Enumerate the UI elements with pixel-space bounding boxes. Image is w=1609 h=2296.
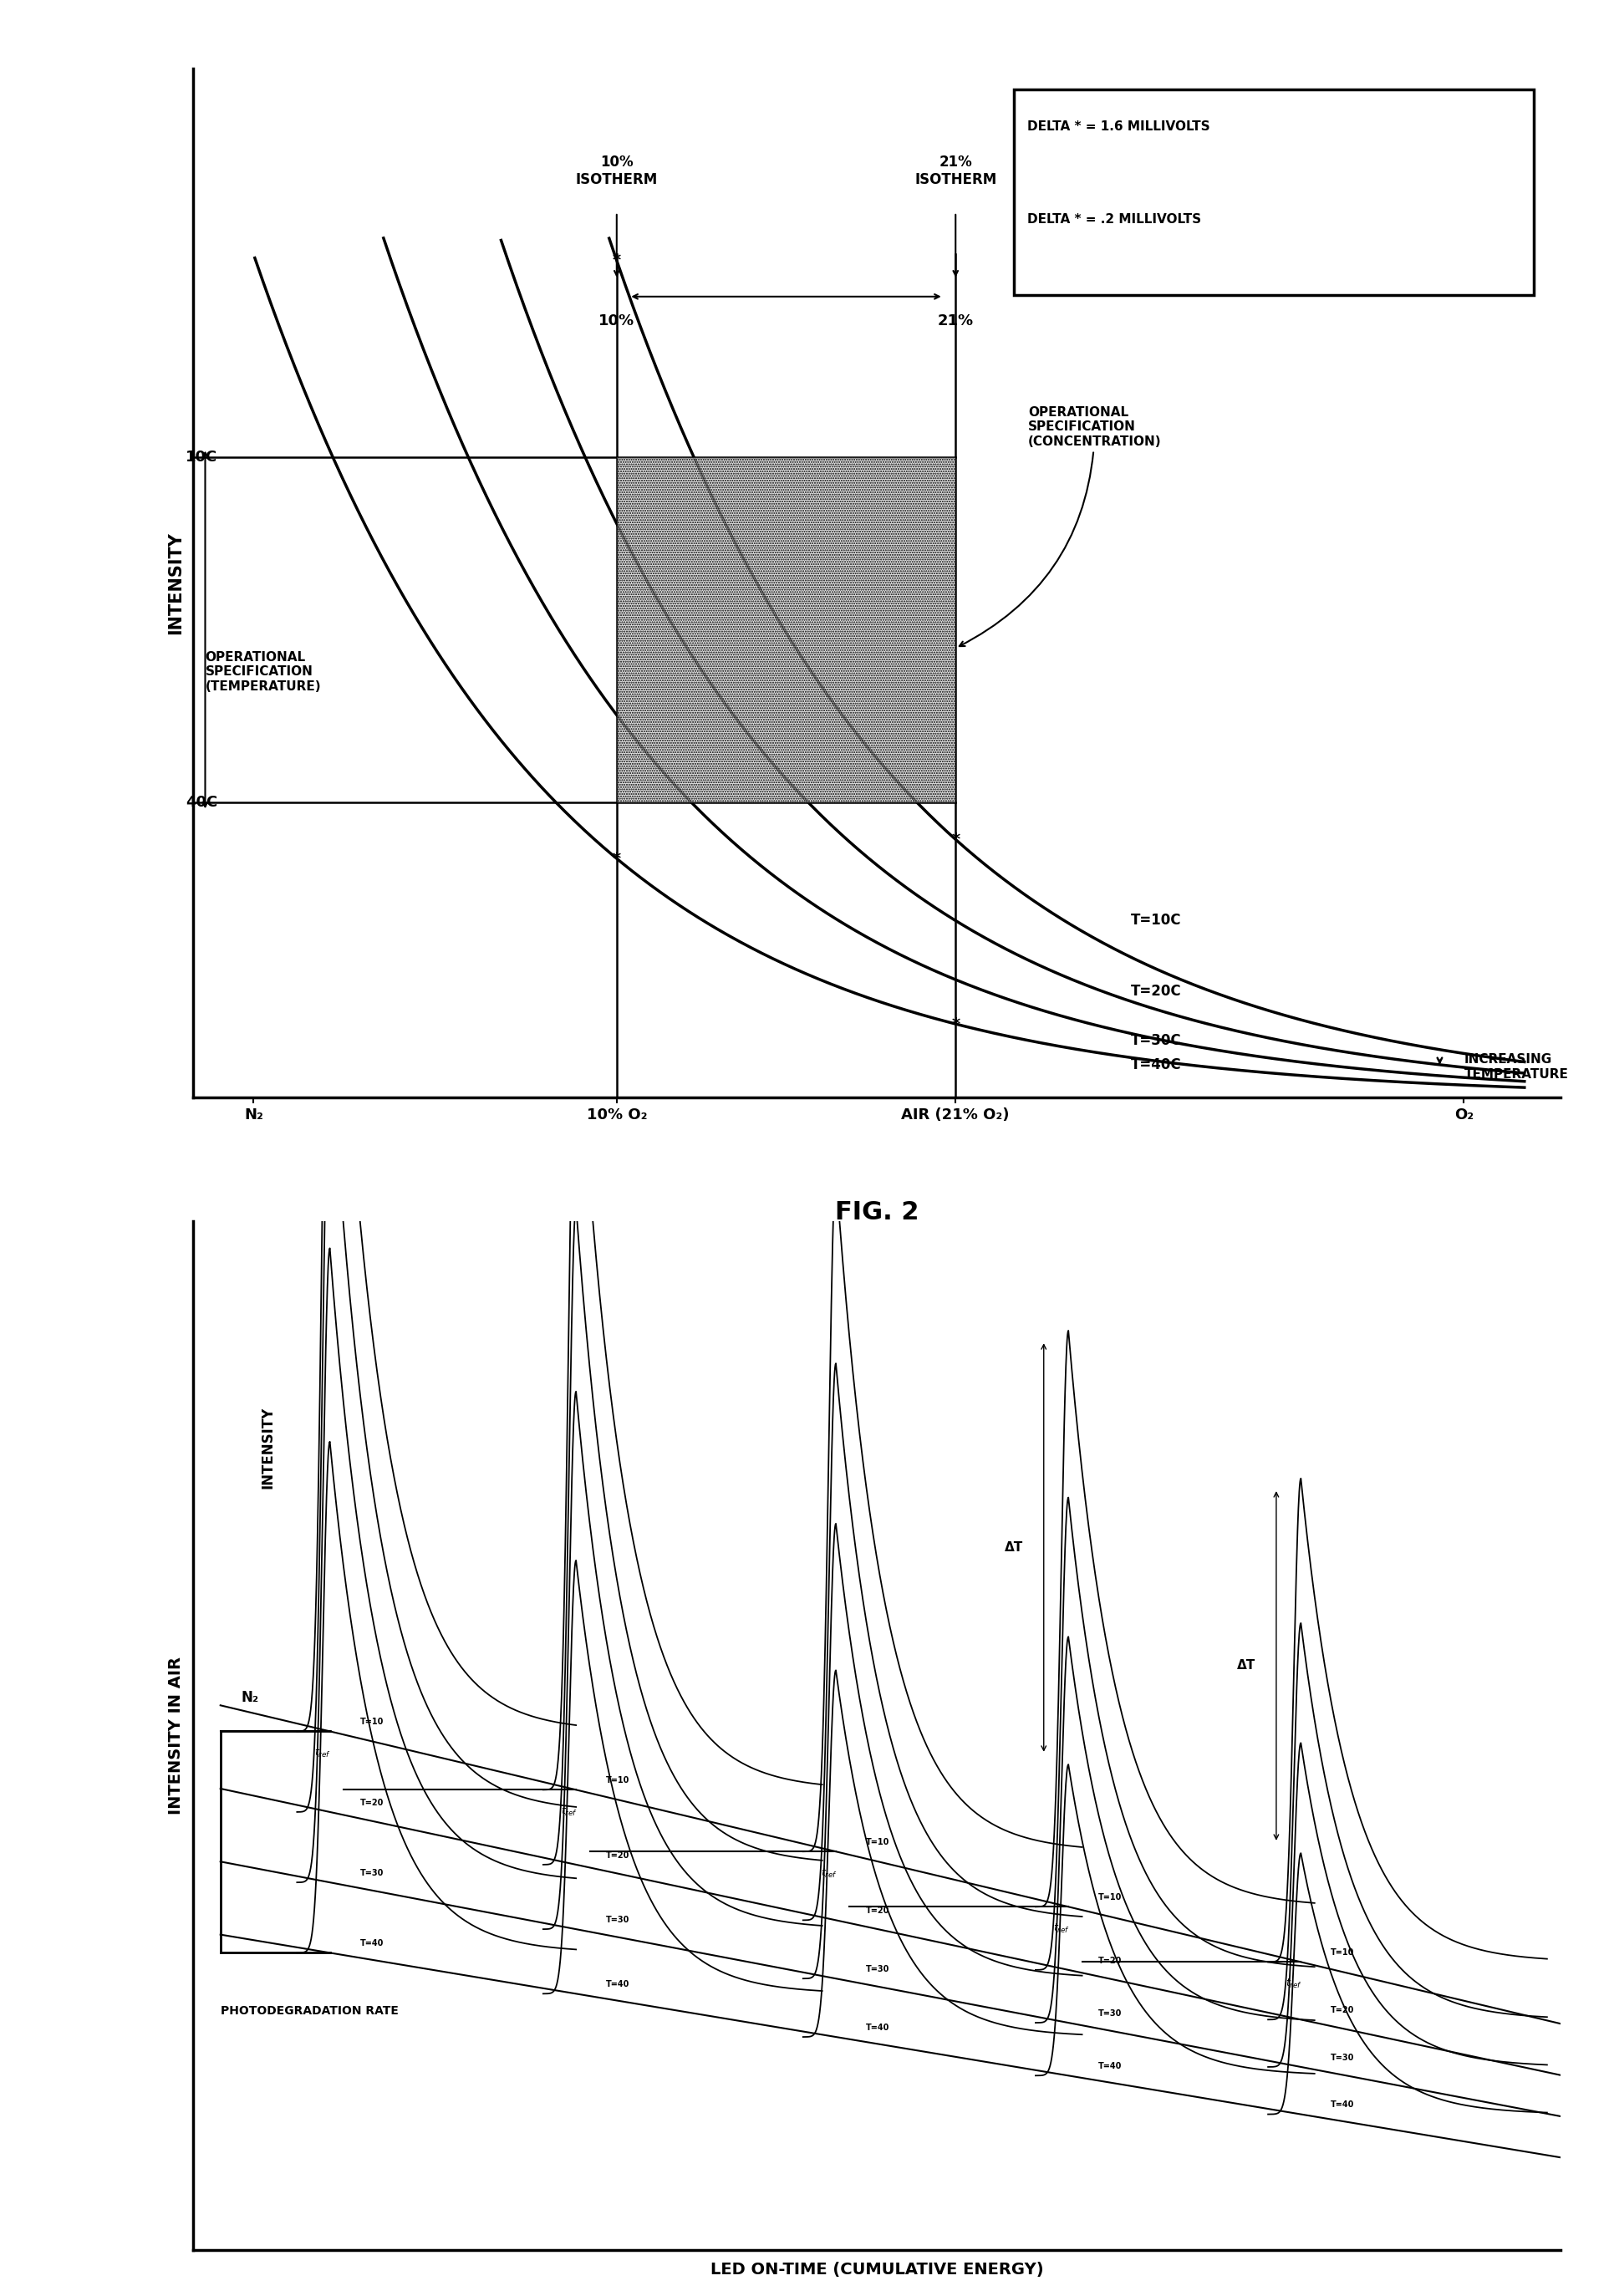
- Text: T=20: T=20: [607, 1851, 629, 1860]
- X-axis label: LED ON-TIME (CUMULATIVE ENERGY): LED ON-TIME (CUMULATIVE ENERGY): [710, 2262, 1044, 2278]
- Text: T=30: T=30: [1331, 2053, 1355, 2062]
- Text: T=10: T=10: [607, 1777, 629, 1784]
- Text: T=30: T=30: [1099, 2009, 1121, 2018]
- Text: 10C: 10C: [185, 450, 217, 464]
- Text: ΔT: ΔT: [1237, 1660, 1255, 1671]
- Text: INTENSITY: INTENSITY: [261, 1407, 275, 1488]
- Text: T=30C: T=30C: [1131, 1033, 1181, 1047]
- Text: T=40: T=40: [1331, 2101, 1355, 2110]
- Y-axis label: INTENSITY IN AIR: INTENSITY IN AIR: [167, 1658, 183, 1814]
- Text: T=10: T=10: [866, 1839, 890, 1846]
- Text: T=10: T=10: [360, 1717, 383, 1727]
- Text: FIG. 2: FIG. 2: [835, 1201, 919, 1224]
- Text: T=30: T=30: [607, 1915, 629, 1924]
- Text: T=10: T=10: [1099, 1894, 1121, 1901]
- Text: $t_{ref}$: $t_{ref}$: [821, 1867, 837, 1880]
- Text: T=40: T=40: [1099, 2062, 1121, 2071]
- Text: *: *: [951, 831, 961, 847]
- Text: T=20: T=20: [1331, 2007, 1355, 2014]
- Text: OPERATIONAL
SPECIFICATION
(CONCENTRATION): OPERATIONAL SPECIFICATION (CONCENTRATION…: [959, 406, 1162, 645]
- Text: $t_{ref}$: $t_{ref}$: [1286, 1977, 1302, 1991]
- Text: DELTA * = 1.6 MILLIVOLTS: DELTA * = 1.6 MILLIVOLTS: [1027, 119, 1210, 133]
- Text: T=30: T=30: [360, 1869, 383, 1878]
- Bar: [616, 457, 956, 804]
- Text: 21%
ISOTHERM: 21% ISOTHERM: [914, 154, 996, 186]
- Text: OPERATIONAL
SPECIFICATION
(TEMPERATURE): OPERATIONAL SPECIFICATION (TEMPERATURE): [206, 652, 322, 693]
- Text: $t_{ref}$: $t_{ref}$: [315, 1747, 331, 1759]
- Text: T=40: T=40: [866, 2023, 890, 2032]
- Text: T=40: T=40: [360, 1940, 383, 1947]
- Text: DELTA * = .2 MILLIVOLTS: DELTA * = .2 MILLIVOLTS: [1027, 214, 1202, 225]
- Text: T=40C: T=40C: [1131, 1058, 1181, 1072]
- Text: *: *: [951, 1017, 961, 1031]
- Text: T=20C: T=20C: [1131, 983, 1181, 999]
- Bar: [616, 457, 956, 804]
- Text: T=10C: T=10C: [1131, 914, 1181, 928]
- Text: PHOTODEGRADATION RATE: PHOTODEGRADATION RATE: [220, 2004, 399, 2016]
- Text: T=20: T=20: [866, 1906, 890, 1915]
- Bar: [1014, 90, 1533, 296]
- Text: 10%
ISOTHERM: 10% ISOTHERM: [576, 154, 658, 186]
- Text: 10%: 10%: [599, 315, 634, 328]
- Text: T=40: T=40: [607, 1979, 629, 1988]
- Text: T=20: T=20: [360, 1798, 383, 1807]
- Y-axis label: INTENSITY: INTENSITY: [167, 533, 183, 634]
- Text: *: *: [613, 253, 621, 269]
- Text: T=20: T=20: [1099, 1956, 1121, 1965]
- Text: ΔT: ΔT: [1004, 1541, 1023, 1554]
- Text: $t_{ref}$: $t_{ref}$: [1054, 1922, 1070, 1936]
- Text: N₂: N₂: [241, 1690, 259, 1706]
- Text: T=30: T=30: [866, 1965, 890, 1975]
- Text: *: *: [613, 850, 621, 866]
- Text: 21%: 21%: [938, 315, 973, 328]
- Text: $t_{ref}$: $t_{ref}$: [562, 1805, 578, 1818]
- Text: INCREASING
TEMPERATURE: INCREASING TEMPERATURE: [1464, 1054, 1569, 1081]
- Text: 40C: 40C: [185, 794, 217, 810]
- Text: T=10: T=10: [1331, 1949, 1355, 1956]
